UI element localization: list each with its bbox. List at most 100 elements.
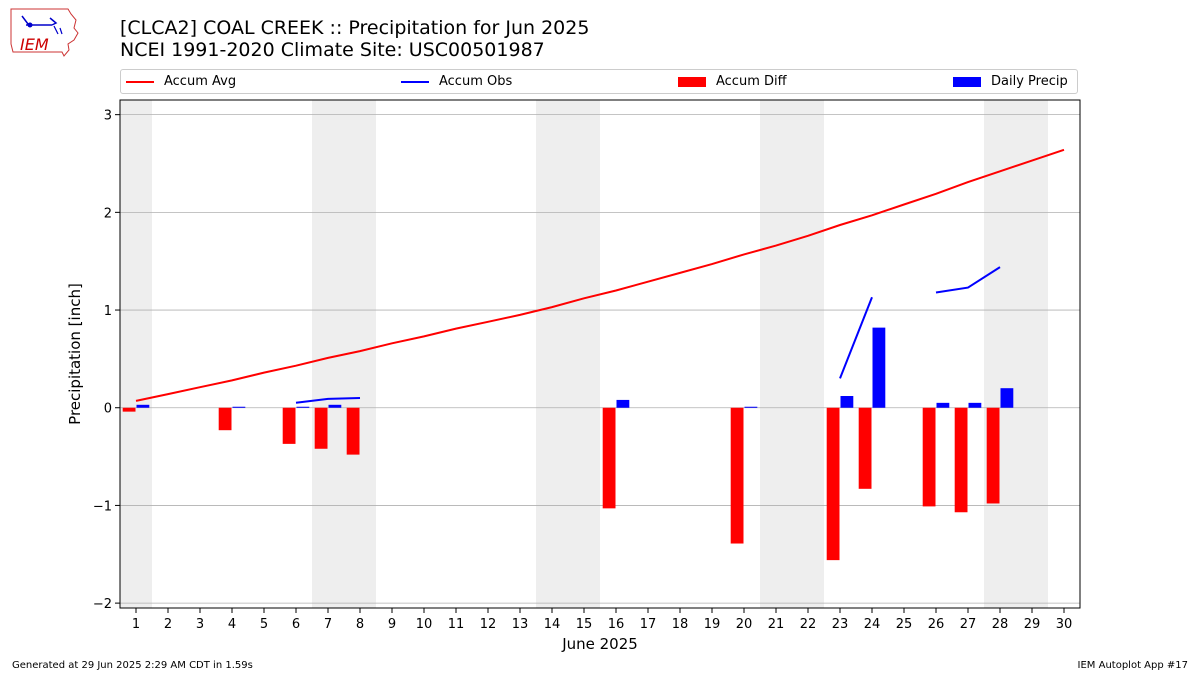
y-tick-label: 0 [104,402,112,417]
x-tick-label: 7 [324,617,332,632]
x-tick-label: 10 [416,617,433,632]
x-tick-label: 28 [992,617,1009,632]
chart-title: [CLCA2] COAL CREEK :: Precipitation for … [120,17,590,39]
x-tick-label: 9 [388,617,396,632]
legend-swatch-daily-precip [953,76,981,87]
accum-obs-line [839,296,873,379]
accum-diff-bar [122,407,136,412]
x-tick-label: 24 [864,617,881,632]
daily-precip-bar [616,399,630,408]
daily-precip-bar [136,404,150,408]
weekend-shading [120,100,1048,608]
generated-note: Generated at 29 Jun 2025 2:29 AM CDT in … [12,660,253,671]
weekend-shade [760,100,824,608]
daily-precip-bar [1000,388,1014,408]
x-tick-label: 4 [228,617,236,632]
x-tick-label: 18 [672,617,689,632]
daily-precip-bar [232,406,246,408]
x-tick-label: 23 [832,617,849,632]
legend-label-accum-avg: Accum Avg [164,74,237,89]
x-tick-label: 29 [1024,617,1041,632]
x-tick-label: 5 [260,617,268,632]
accum-diff-bar [314,407,328,449]
y-tick-label: 3 [104,109,112,124]
x-tick-label: 17 [640,617,657,632]
daily-precip-bar [328,404,342,408]
accum-diff-bar [954,407,968,513]
legend-swatch-accum-avg [126,80,154,83]
chart-subtitle: NCEI 1991-2020 Climate Site: USC00501987 [120,39,545,61]
x-tick-label: 30 [1056,617,1073,632]
x-tick-label: 11 [448,617,465,632]
rain-gauge-icon [53,25,63,35]
y-tick-label: −2 [93,597,112,612]
daily-precip-bar [936,402,950,408]
legend-label-accum-obs: Accum Obs [439,74,513,89]
accum-obs-line [295,397,361,404]
weekend-shade [984,100,1048,608]
daily-precip-bar [296,406,310,408]
app-credit: IEM Autoplot App #17 [1077,660,1188,671]
legend-label-daily-precip: Daily Precip [991,74,1068,89]
x-tick-label: 3 [196,617,204,632]
x-tick-label: 12 [480,617,497,632]
y-tick-label: 2 [104,206,112,221]
legend-item-accum-diff: Accum Diff [678,70,787,93]
legend-item-accum-avg: Accum Avg [126,70,236,93]
weekend-shade [312,100,376,608]
x-tick-label: 26 [928,617,945,632]
x-tick-label: 1 [132,617,140,632]
legend-swatch-accum-obs [401,80,429,83]
accum-obs-line [935,266,1001,294]
daily-precip-bar [840,396,854,408]
x-tick-label: 19 [704,617,721,632]
x-tick-label: 25 [896,617,913,632]
plot-frame [119,99,1081,609]
legend-swatch-accum-diff [678,76,706,87]
weekend-shade [120,100,152,608]
x-tick-label: 13 [512,617,529,632]
x-axis-label: June 2025 [561,635,638,653]
wind-vane-icon [21,15,58,26]
accum-diff-bar [922,407,936,507]
x-tick-label: 14 [544,617,561,632]
accum-diff-bar [346,407,360,455]
x-tick-label: 15 [576,617,593,632]
legend-label-accum-diff: Accum Diff [716,74,787,89]
iem-logo: IEM [10,8,79,57]
x-tick-label: 16 [608,617,625,632]
daily-precip-bars [136,327,1014,408]
daily-precip-bar [744,406,758,408]
daily-precip-bar [968,402,982,408]
x-tick-label: 8 [356,617,364,632]
logo-text: IEM [20,35,49,54]
x-tick-label: 20 [736,617,753,632]
accum-diff-bar [282,407,296,444]
x-tick-label: 27 [960,617,977,632]
y-axis-label: Precipitation [inch] [66,283,84,425]
gridlines [120,114,1080,604]
legend-item-daily-precip: Daily Precip [953,70,1068,93]
weekend-shade [536,100,600,608]
y-tick-label: −1 [93,499,112,514]
accum-diff-bar [858,407,872,489]
accum-diff-bar [602,407,616,509]
x-tick-label: 2 [164,617,172,632]
legend: Accum Avg Accum Obs Accum Diff Daily Pre… [120,69,1078,94]
accum-diff-bars [122,407,1000,561]
x-tick-label: 22 [800,617,817,632]
legend-item-accum-obs: Accum Obs [401,70,512,93]
accum-diff-bar [826,407,840,561]
accum-avg-line [135,148,1065,402]
accum-diff-bar [986,407,1000,504]
daily-precip-bar [872,327,886,408]
x-tick-label: 6 [292,617,300,632]
accum-diff-bar [730,407,744,544]
iowa-outline [10,8,79,57]
accum-diff-bar [218,407,232,431]
x-tick-label: 21 [768,617,785,632]
y-tick-label: 1 [104,304,112,319]
accum-lines [135,148,1065,404]
